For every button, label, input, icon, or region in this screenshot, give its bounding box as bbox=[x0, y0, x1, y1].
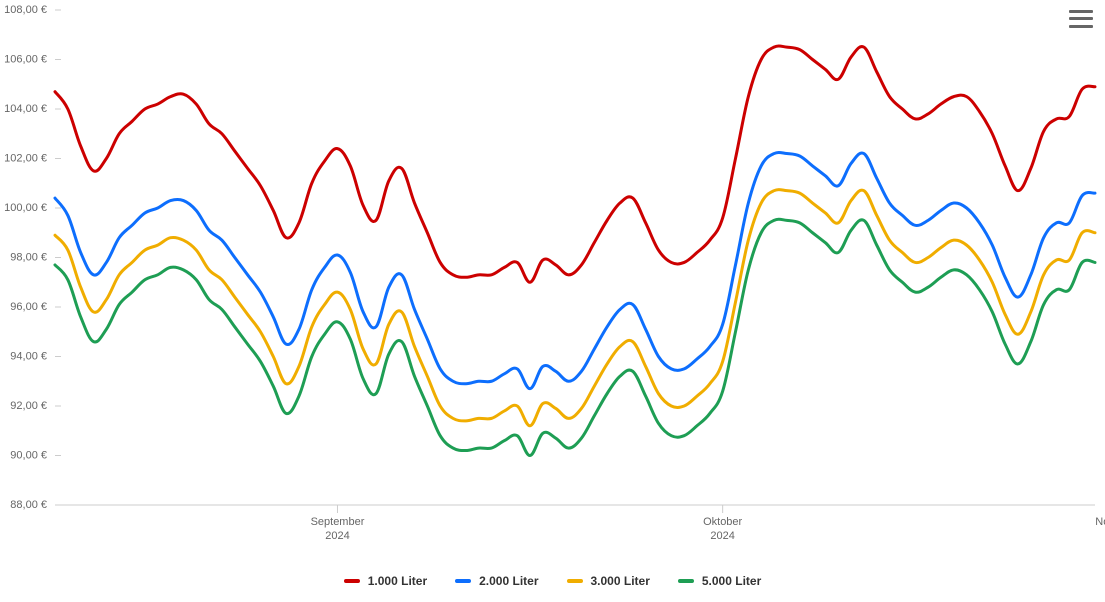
svg-text:92,00 €: 92,00 € bbox=[10, 400, 47, 412]
svg-text:88,00 €: 88,00 € bbox=[10, 499, 47, 511]
legend-item[interactable]: 2.000 Liter bbox=[455, 574, 538, 588]
legend-swatch bbox=[455, 579, 471, 583]
chart-canvas: 88,00 € 90,00 € 92,00 € 94,00 € 96,00 € 98,00… bbox=[0, 0, 1105, 560]
legend-label: 2.000 Liter bbox=[479, 574, 538, 588]
hamburger-icon bbox=[1069, 10, 1093, 13]
svg-text:Oktober: Oktober bbox=[703, 516, 742, 528]
chart-menu-button[interactable] bbox=[1069, 6, 1093, 32]
series-line bbox=[55, 190, 1095, 426]
svg-text:96,00 €: 96,00 € bbox=[10, 301, 47, 313]
svg-text:September: September bbox=[311, 516, 365, 528]
legend-swatch bbox=[567, 579, 583, 583]
legend-swatch bbox=[344, 579, 360, 583]
svg-text:100,00 €: 100,00 € bbox=[4, 202, 47, 214]
chart-legend: 1.000 Liter 2.000 Liter 3.000 Liter 5.000 L… bbox=[0, 572, 1105, 588]
legend-item[interactable]: 3.000 Liter bbox=[567, 574, 650, 588]
svg-text:2024: 2024 bbox=[710, 530, 734, 542]
svg-text:2024: 2024 bbox=[325, 530, 349, 542]
legend-label: 5.000 Liter bbox=[702, 574, 761, 588]
svg-text:106,00 €: 106,00 € bbox=[4, 53, 47, 65]
svg-text:108,00 €: 108,00 € bbox=[4, 4, 47, 16]
legend-item[interactable]: 5.000 Liter bbox=[678, 574, 761, 588]
legend-item[interactable]: 1.000 Liter bbox=[344, 574, 427, 588]
svg-text:98,00 €: 98,00 € bbox=[10, 251, 47, 263]
svg-text:104,00 €: 104,00 € bbox=[4, 103, 47, 115]
legend-label: 3.000 Liter bbox=[591, 574, 650, 588]
svg-text:90,00 €: 90,00 € bbox=[10, 449, 47, 461]
svg-text:November: November bbox=[1095, 516, 1105, 528]
svg-text:102,00 €: 102,00 € bbox=[4, 152, 47, 164]
series-line bbox=[55, 219, 1095, 455]
legend-label: 1.000 Liter bbox=[368, 574, 427, 588]
series-line bbox=[55, 46, 1095, 282]
svg-text:94,00 €: 94,00 € bbox=[10, 350, 47, 362]
price-chart: 88,00 € 90,00 € 92,00 € 94,00 € 96,00 € 98,00… bbox=[0, 0, 1105, 602]
legend-swatch bbox=[678, 579, 694, 583]
